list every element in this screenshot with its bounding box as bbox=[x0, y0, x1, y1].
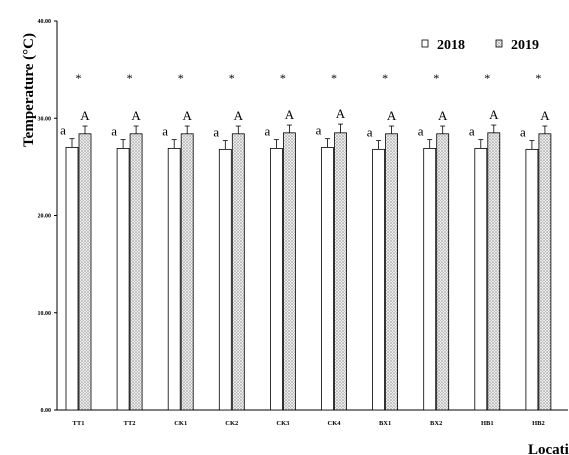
legend-swatch-2019 bbox=[495, 39, 503, 48]
sig-letter-2019: A bbox=[234, 108, 244, 123]
significance-star: * bbox=[229, 71, 235, 85]
x-tick-label: HB1 bbox=[481, 420, 494, 427]
bar-group: aA * bbox=[418, 71, 450, 411]
y-tick-label: 40.00 bbox=[38, 19, 52, 25]
y-tick-label: 30.00 bbox=[38, 116, 52, 122]
bar-2019 bbox=[334, 132, 347, 411]
bar-group: aA * bbox=[367, 71, 399, 411]
bar-2019 bbox=[231, 133, 245, 411]
sig-letter-2018: a bbox=[162, 124, 168, 139]
legend-swatch-2018 bbox=[421, 39, 429, 48]
sig-letter-2018: a bbox=[316, 123, 322, 138]
bar-2018 bbox=[65, 147, 79, 411]
bar-2018 bbox=[116, 147, 130, 411]
bar-group: aA * bbox=[469, 71, 501, 411]
legend-label-2019: 2019 bbox=[511, 38, 539, 53]
bar-2018 bbox=[167, 147, 181, 411]
bar-2019 bbox=[180, 133, 194, 411]
significance-star: * bbox=[127, 71, 133, 85]
legend-label-2018: 2018 bbox=[437, 38, 465, 53]
sig-letter-2018: a bbox=[520, 125, 526, 140]
bar-2018 bbox=[218, 148, 232, 411]
bar-group: aA * bbox=[316, 71, 347, 411]
sig-letter-2018: a bbox=[265, 124, 271, 139]
bar-group: aA * bbox=[60, 71, 92, 411]
x-tick-labels: TT1 TT2 CK1 CK2 CK3 CK4 BX1 BX2 HB1 HB2 bbox=[73, 420, 545, 427]
bar-2018 bbox=[423, 147, 437, 411]
x-tick-label: TT1 bbox=[73, 420, 85, 427]
y-axis-title: Temperature (°C) bbox=[21, 33, 37, 147]
sig-letter-2019: A bbox=[80, 108, 90, 123]
bar-group: aA * bbox=[162, 71, 194, 411]
bar-2019 bbox=[282, 132, 296, 411]
y-tick-label: 10.00 bbox=[38, 311, 52, 317]
bar-2019 bbox=[129, 133, 143, 411]
bar-2019 bbox=[78, 133, 92, 411]
sig-letter-2019: A bbox=[438, 108, 448, 123]
x-tick-label: BX1 bbox=[379, 420, 391, 427]
bar-2018 bbox=[372, 148, 386, 411]
x-tick-label: BX2 bbox=[430, 420, 442, 427]
legend: 2018 2019 bbox=[421, 38, 539, 53]
sig-letter-2019: A bbox=[285, 107, 295, 122]
bars: aA*aA*aA*aA*aA*aA*aA*aA*aA*aA* bbox=[60, 71, 552, 411]
sig-letter-2018: a bbox=[111, 124, 117, 139]
x-tick-label: CK3 bbox=[276, 420, 290, 427]
sig-letter-2018: a bbox=[367, 125, 373, 140]
significance-star: * bbox=[535, 71, 541, 85]
sig-letter-2019: A bbox=[336, 106, 346, 121]
bar-2019 bbox=[487, 132, 501, 411]
significance-star: * bbox=[433, 71, 439, 85]
bar-group: aA * bbox=[111, 71, 143, 411]
bar-2019 bbox=[385, 133, 399, 411]
significance-star: * bbox=[382, 71, 388, 85]
sig-letter-2019: A bbox=[540, 108, 550, 123]
significance-star: * bbox=[331, 71, 337, 85]
significance-star: * bbox=[484, 71, 490, 85]
y-tick-label: 20.00 bbox=[38, 214, 52, 220]
x-tick-label: CK4 bbox=[328, 420, 342, 427]
bar-2019 bbox=[538, 133, 552, 411]
bar-2018 bbox=[269, 147, 283, 411]
x-tick-label: HB2 bbox=[532, 420, 545, 427]
significance-star: * bbox=[178, 71, 184, 85]
bar-2018 bbox=[321, 147, 334, 411]
bar-2018 bbox=[525, 148, 539, 411]
sig-letter-2019: A bbox=[489, 107, 499, 122]
sig-letter-2019: A bbox=[183, 108, 193, 123]
bar-2018 bbox=[474, 147, 488, 411]
x-tick-label: CK1 bbox=[174, 420, 187, 427]
sig-letter-2018: a bbox=[418, 124, 424, 139]
x-axis-title: Location bbox=[528, 442, 569, 455]
bar-group: aA * bbox=[520, 71, 552, 411]
sig-letter-2018: a bbox=[60, 123, 66, 138]
bar-2019 bbox=[436, 133, 450, 411]
x-tick-label: CK2 bbox=[225, 420, 238, 427]
bar-group: aA * bbox=[213, 71, 245, 411]
significance-star: * bbox=[76, 71, 82, 85]
sig-letter-2019: A bbox=[387, 108, 397, 123]
sig-letter-2019: A bbox=[131, 108, 141, 123]
y-tick-label: 0.00 bbox=[41, 408, 52, 414]
sig-letter-2018: a bbox=[213, 125, 219, 140]
sig-letter-2018: a bbox=[469, 124, 475, 139]
y-ticks: 0.00 10.00 20.00 30.00 40.00 bbox=[38, 19, 57, 414]
x-tick-label: TT2 bbox=[124, 420, 136, 427]
bar-group: aA * bbox=[265, 71, 296, 411]
significance-star: * bbox=[280, 71, 286, 85]
